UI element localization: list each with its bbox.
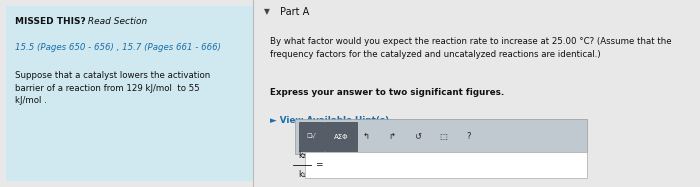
FancyBboxPatch shape [295,119,587,154]
Text: ↰: ↰ [363,132,370,141]
Text: ▼: ▼ [264,7,270,16]
Text: ⬚: ⬚ [440,132,447,141]
Text: Read Section: Read Section [85,17,148,26]
Text: ↺: ↺ [414,132,421,141]
FancyBboxPatch shape [325,122,357,151]
Text: =: = [315,160,322,169]
Text: ?: ? [467,132,471,141]
FancyBboxPatch shape [6,6,253,181]
Text: Suppose that a catalyst lowers the activation
barrier of a reaction from 129 kJ/: Suppose that a catalyst lowers the activ… [15,71,210,105]
Text: k₂: k₂ [298,151,305,160]
Text: ☐√: ☐√ [307,134,316,139]
Text: ► View Available Hint(s): ► View Available Hint(s) [270,116,388,125]
Text: AΣΦ: AΣΦ [334,134,349,140]
Text: 15.5 (Pages 650 - 656) , 15.7 (Pages 661 - 666): 15.5 (Pages 650 - 656) , 15.7 (Pages 661… [15,43,221,52]
Text: k₁: k₁ [298,170,305,179]
Text: ↱: ↱ [389,132,396,141]
Text: Part A: Part A [280,7,309,17]
Text: MISSED THIS?: MISSED THIS? [15,17,85,26]
Text: By what factor would you expect the reaction rate to increase at 25.00 °C? (Assu: By what factor would you expect the reac… [270,37,671,59]
FancyBboxPatch shape [305,152,587,178]
FancyBboxPatch shape [299,122,323,151]
Text: Express your answer to two significant figures.: Express your answer to two significant f… [270,88,504,97]
